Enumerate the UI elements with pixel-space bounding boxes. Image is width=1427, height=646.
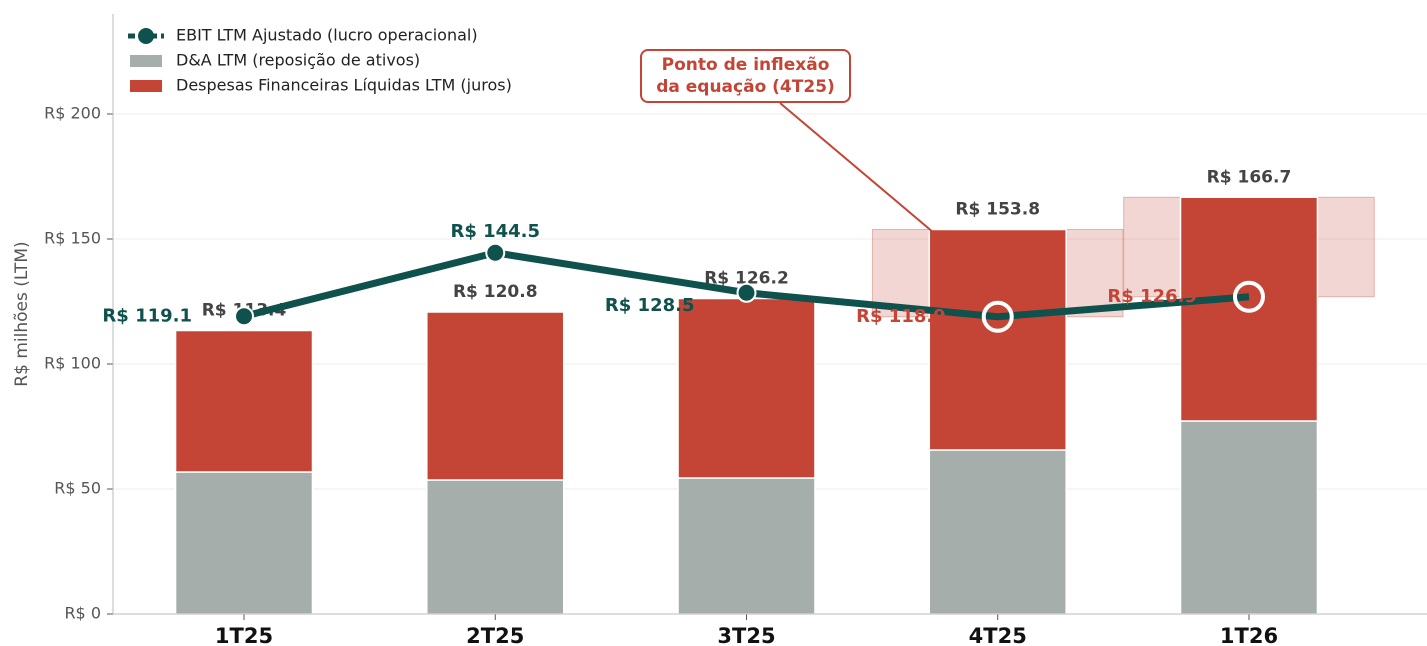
- total-label: R$ 126.2: [704, 269, 789, 289]
- line-value-label: R$ 118.9: [856, 306, 946, 327]
- bar-segment: [928, 449, 1067, 615]
- bar-segment: [677, 297, 816, 479]
- bar-segment: [426, 311, 565, 481]
- line-marker: [234, 306, 255, 327]
- x-tick-label: 4T25: [969, 624, 1027, 646]
- line-marker: [736, 282, 757, 303]
- annotation-arrow: [779, 102, 933, 233]
- annotation-text: da equação (4T25): [656, 77, 835, 97]
- line-value-label: R$ 128.5: [605, 295, 695, 316]
- line-marker: [485, 242, 506, 263]
- legend-swatch: [130, 80, 162, 92]
- legend-label: D&A LTM (reposição de ativos): [176, 51, 420, 70]
- y-tick-label: R$ 50: [54, 479, 101, 498]
- y-tick-label: R$ 0: [64, 604, 101, 623]
- highlight-box: [1123, 196, 1182, 298]
- highlight-box: [1316, 196, 1375, 298]
- bar-segment: [928, 228, 1067, 451]
- bar-segment: [174, 329, 314, 473]
- legend-swatch: [138, 28, 154, 44]
- x-tick-label: 1T26: [1220, 624, 1278, 646]
- bar-segment: [174, 471, 314, 615]
- y-tick-label: R$ 200: [44, 104, 101, 123]
- total-label: R$ 153.8: [955, 200, 1040, 220]
- bar-segment: [426, 479, 565, 615]
- y-tick-label: R$ 100: [44, 354, 101, 373]
- legend-label: Despesas Financeiras Líquidas LTM (juros…: [176, 76, 512, 95]
- x-tick-label: 2T25: [466, 624, 524, 646]
- y-axis-label: R$ milhões (LTM): [12, 241, 32, 386]
- legend-label: EBIT LTM Ajustado (lucro operacional): [176, 26, 478, 45]
- line-marker: [1232, 280, 1265, 313]
- y-tick-label: R$ 150: [44, 229, 101, 248]
- line-marker: [981, 300, 1014, 333]
- bar-segment: [677, 477, 816, 615]
- x-tick-label: 1T25: [215, 624, 273, 646]
- legend-swatch: [130, 55, 162, 67]
- x-tick-label: 3T25: [717, 624, 775, 646]
- annotation-box: [640, 49, 851, 103]
- annotation-text: Ponto de inflexão: [662, 55, 830, 75]
- bar-segment: [1179, 420, 1319, 615]
- line-value-label: R$ 119.1: [102, 305, 192, 326]
- line-value-label: R$ 144.5: [450, 221, 540, 242]
- total-label: R$ 120.8: [453, 282, 538, 302]
- line-value-label: R$ 126.9: [1107, 286, 1197, 307]
- total-label: R$ 166.7: [1207, 167, 1292, 187]
